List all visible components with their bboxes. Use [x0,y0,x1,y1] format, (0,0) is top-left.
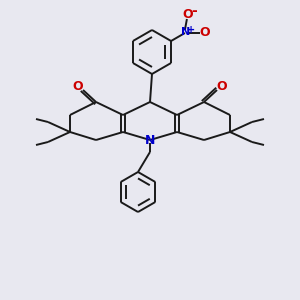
Text: N: N [181,27,190,37]
Text: O: O [183,8,193,20]
Text: O: O [217,80,227,92]
Text: +: + [187,25,195,35]
Text: N: N [145,134,155,146]
Text: O: O [73,80,83,92]
Text: O: O [200,26,210,40]
Text: -: - [191,4,197,18]
